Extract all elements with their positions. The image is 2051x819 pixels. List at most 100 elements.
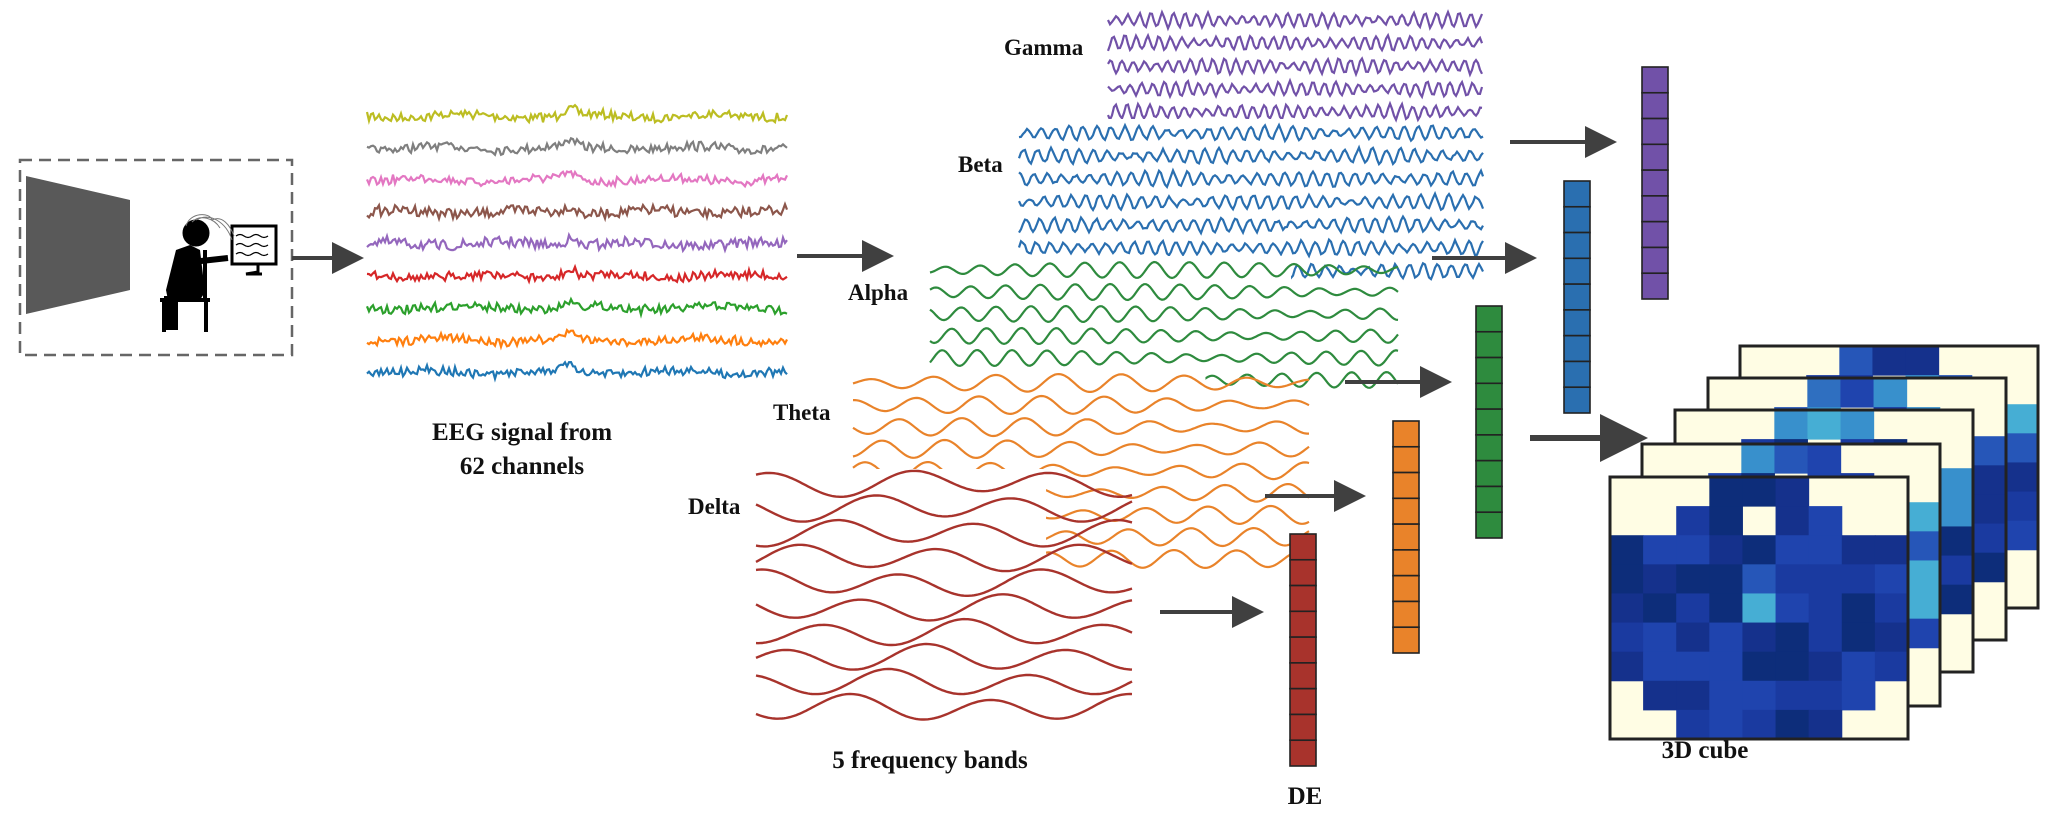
de-vector-cell: [1475, 434, 1503, 462]
screen-icon: [26, 176, 130, 314]
cube-cell: [1709, 477, 1743, 507]
cube-cell: [1610, 564, 1644, 594]
cube-cell: [1643, 535, 1677, 565]
cube-cell: [1643, 680, 1677, 711]
cube-cell: [1775, 622, 1810, 653]
cube-cell: [1939, 526, 1974, 557]
cube-cell: [1874, 535, 1909, 565]
de-vector-gamma: [1641, 66, 1669, 300]
eeg-channel-trace: [366, 201, 789, 223]
de-vector-cell: [1392, 471, 1420, 500]
cube-cell: [1808, 651, 1843, 682]
cube-cell: [2004, 462, 2039, 493]
de-vector-cell: [1475, 485, 1503, 514]
band-label-gamma: Gamma: [1004, 35, 1084, 60]
cube-caption: 3D cube: [1662, 737, 1749, 764]
de-vector-cell: [1563, 283, 1591, 311]
cube-cell: [1709, 680, 1743, 711]
de-vector-cell: [1641, 272, 1669, 300]
band-label-delta: Delta: [688, 494, 741, 519]
cube-cell: [1709, 651, 1743, 682]
cube-cell: [1872, 346, 1907, 376]
band-trace: [755, 543, 1133, 573]
eeg-signal-channels: [365, 103, 789, 383]
band-trace: [755, 518, 1133, 548]
de-vector-cell: [1563, 231, 1591, 260]
de-vector-cell: [1563, 180, 1591, 208]
cube-cell: [1972, 465, 2007, 495]
cube-cell: [1873, 378, 1908, 408]
cube-cell: [1972, 523, 2007, 554]
de-vector-cell: [1641, 169, 1669, 197]
cube-cell: [1709, 506, 1743, 536]
3d-cube: [1608, 344, 2040, 741]
cube-cell: [1906, 560, 1941, 591]
cube-cell: [1807, 410, 1842, 440]
cube-cell: [1808, 593, 1843, 624]
cube-cell: [1709, 709, 1743, 740]
cube-cell: [1742, 535, 1777, 565]
cube-cell: [2004, 520, 2039, 551]
cube-cell: [1610, 622, 1644, 653]
cube-cell: [1939, 497, 1974, 527]
de-vector-cell: [1563, 205, 1591, 234]
cube-cell: [1774, 444, 1809, 474]
cube-cell: [1906, 589, 1941, 620]
band-trace: [1106, 100, 1483, 123]
de-vector-cell: [1641, 220, 1669, 249]
cube-cell: [1775, 593, 1810, 624]
de-vector-cell: [1563, 257, 1591, 285]
cube-cell: [2004, 404, 2039, 434]
de-vector-cell: [1641, 91, 1669, 120]
cube-cell: [1939, 468, 1974, 498]
band-trace: [1107, 56, 1483, 78]
band-trace: [755, 667, 1133, 696]
eeg-channel-trace: [366, 263, 788, 285]
cube-cell: [1874, 651, 1909, 682]
cube-cell: [1807, 444, 1842, 474]
cube-cell: [1643, 593, 1677, 624]
de-vector-cell: [1641, 117, 1669, 146]
cube-cell: [1742, 651, 1777, 682]
de-vector-cell: [1475, 382, 1503, 410]
de-vector-cell: [1289, 739, 1317, 767]
de-vector-cell: [1563, 386, 1591, 414]
eeg-caption-line1: EEG signal from: [432, 419, 612, 446]
cube-cell: [1742, 622, 1777, 653]
cube-cell: [1742, 709, 1777, 740]
cube-cell: [1808, 564, 1843, 594]
band-trace: [1106, 32, 1484, 53]
band-trace: [1017, 237, 1484, 259]
band-trace: [852, 372, 1310, 393]
cube-cell: [1643, 622, 1677, 653]
cube-cell: [1775, 651, 1810, 682]
cube-cell: [1676, 506, 1710, 536]
cube-cell: [1808, 622, 1843, 653]
band-trace: [1018, 167, 1485, 190]
de-vector-cell: [1392, 420, 1420, 448]
eeg-channel-trace: [365, 169, 788, 190]
de-vector-cell: [1289, 636, 1317, 664]
eeg-channel-trace: [365, 296, 788, 319]
band-label-beta: Beta: [958, 152, 1003, 177]
cube-cell: [1610, 593, 1644, 624]
cube-cell: [1742, 680, 1777, 711]
cube-cell: [1841, 680, 1876, 711]
de-vector-cell: [1475, 305, 1503, 333]
cube-cell: [1775, 680, 1810, 711]
cube-cell: [1808, 709, 1843, 740]
cube-cell: [1905, 346, 1940, 376]
cube-cell: [1676, 680, 1710, 711]
de-vector-beta: [1563, 180, 1591, 414]
chair-icon: [160, 250, 210, 332]
de-vector-cell: [1392, 523, 1420, 551]
de-vector-alpha: [1475, 305, 1503, 539]
cube-cell: [1939, 555, 1974, 586]
band-stack-gamma: [1104, 6, 1484, 136]
de-vector-cell: [1289, 533, 1317, 561]
band-trace: [929, 260, 1399, 280]
de-vector-cell: [1289, 687, 1317, 716]
cube-cell: [1775, 709, 1810, 740]
cube-cell: [1808, 680, 1843, 711]
